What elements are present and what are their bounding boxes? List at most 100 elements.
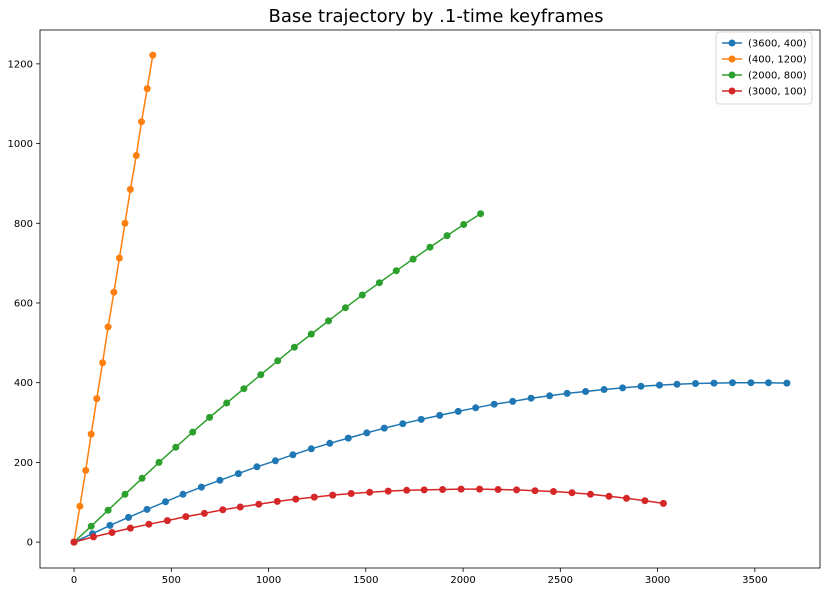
data-point bbox=[563, 389, 571, 397]
data-point bbox=[619, 384, 627, 392]
data-point bbox=[692, 380, 699, 387]
data-point bbox=[477, 210, 485, 218]
series-0 bbox=[70, 379, 791, 546]
legend-entry: (3600, 400) bbox=[722, 39, 807, 50]
data-point bbox=[637, 382, 645, 390]
data-point bbox=[87, 430, 95, 438]
data-point bbox=[90, 533, 97, 541]
data-point bbox=[104, 323, 112, 331]
data-point bbox=[568, 489, 576, 497]
data-point bbox=[189, 428, 197, 436]
data-point bbox=[476, 485, 484, 493]
data-point bbox=[126, 524, 134, 532]
data-point bbox=[341, 304, 349, 312]
data-point bbox=[384, 487, 392, 495]
data-point bbox=[623, 494, 630, 502]
data-point bbox=[240, 385, 248, 393]
data-point bbox=[76, 502, 84, 510]
data-point bbox=[70, 538, 78, 546]
legend-marker bbox=[728, 87, 736, 95]
data-point bbox=[121, 219, 129, 227]
data-point bbox=[234, 470, 242, 478]
data-point bbox=[426, 243, 434, 251]
data-point bbox=[197, 483, 205, 491]
data-point bbox=[399, 420, 407, 428]
data-point bbox=[121, 490, 129, 498]
data-point bbox=[216, 476, 224, 484]
data-point bbox=[765, 379, 772, 387]
data-point bbox=[310, 493, 318, 501]
data-point bbox=[223, 399, 231, 407]
data-point bbox=[274, 357, 282, 365]
axes: 0 500 1000 1500 2000 2500 3000 3500 0 200 400 600 80… bbox=[8, 29, 821, 586]
data-point bbox=[253, 463, 261, 471]
x-tick-label: 500 bbox=[162, 575, 181, 586]
data-point bbox=[326, 439, 334, 447]
data-point bbox=[472, 404, 480, 412]
data-point bbox=[307, 330, 315, 338]
data-point bbox=[115, 254, 123, 262]
data-point bbox=[656, 381, 663, 389]
data-point bbox=[307, 445, 315, 453]
data-point bbox=[347, 490, 355, 497]
data-point bbox=[179, 490, 187, 498]
data-point bbox=[392, 267, 400, 275]
axes-frame bbox=[39, 29, 821, 569]
data-point bbox=[436, 411, 444, 419]
data-point bbox=[172, 443, 180, 451]
data-point bbox=[783, 379, 791, 387]
legend-label: (2000, 800) bbox=[748, 71, 807, 82]
data-point bbox=[409, 255, 417, 263]
data-point bbox=[289, 451, 297, 459]
series-line bbox=[73, 488, 664, 543]
legend-label: (3600, 400) bbox=[748, 39, 807, 50]
data-point bbox=[271, 457, 279, 465]
series-1 bbox=[70, 51, 157, 546]
x-tick-label: 0 bbox=[71, 575, 77, 586]
legend-box bbox=[715, 31, 813, 105]
series-line bbox=[73, 381, 787, 543]
data-point bbox=[454, 407, 462, 415]
data-point bbox=[143, 85, 151, 93]
data-point bbox=[494, 486, 502, 493]
legend-marker bbox=[728, 55, 736, 63]
data-point bbox=[162, 498, 169, 506]
data-point bbox=[420, 486, 428, 494]
data-point bbox=[219, 506, 227, 514]
data-point bbox=[132, 152, 140, 159]
data-point bbox=[87, 522, 95, 530]
data-point bbox=[200, 509, 208, 517]
legend: (3600, 400) (400, 1200) (2000, 800) (3000, … bbox=[715, 31, 813, 105]
data-point bbox=[255, 500, 263, 508]
data-point bbox=[366, 488, 374, 496]
data-point bbox=[358, 291, 366, 299]
data-point bbox=[344, 434, 352, 442]
data-point bbox=[149, 51, 157, 59]
data-point bbox=[125, 513, 132, 521]
data-point bbox=[329, 491, 337, 499]
data-point bbox=[99, 359, 107, 367]
data-point bbox=[325, 317, 332, 325]
y-tick-label: 0 bbox=[27, 538, 33, 549]
data-point bbox=[710, 379, 718, 387]
data-point bbox=[363, 429, 371, 437]
y-tick-label: 800 bbox=[14, 219, 33, 230]
data-point bbox=[110, 288, 118, 296]
y-tick-label: 1000 bbox=[8, 139, 33, 150]
data-point bbox=[600, 386, 608, 393]
chart-title: Base trajectory by .1-time keyframes bbox=[269, 6, 604, 27]
plot-area bbox=[70, 51, 791, 546]
data-point bbox=[106, 521, 114, 529]
data-point bbox=[582, 388, 590, 395]
data-point bbox=[460, 221, 468, 228]
series-2 bbox=[70, 210, 485, 546]
data-point bbox=[457, 485, 465, 493]
y-tick-label: 1200 bbox=[8, 59, 33, 70]
legend-label: (3000, 100) bbox=[748, 87, 807, 98]
data-point bbox=[531, 487, 539, 495]
data-point bbox=[587, 490, 594, 498]
x-tick-label: 1000 bbox=[256, 575, 281, 586]
data-point bbox=[490, 400, 498, 408]
x-tick-label: 3000 bbox=[645, 575, 670, 586]
